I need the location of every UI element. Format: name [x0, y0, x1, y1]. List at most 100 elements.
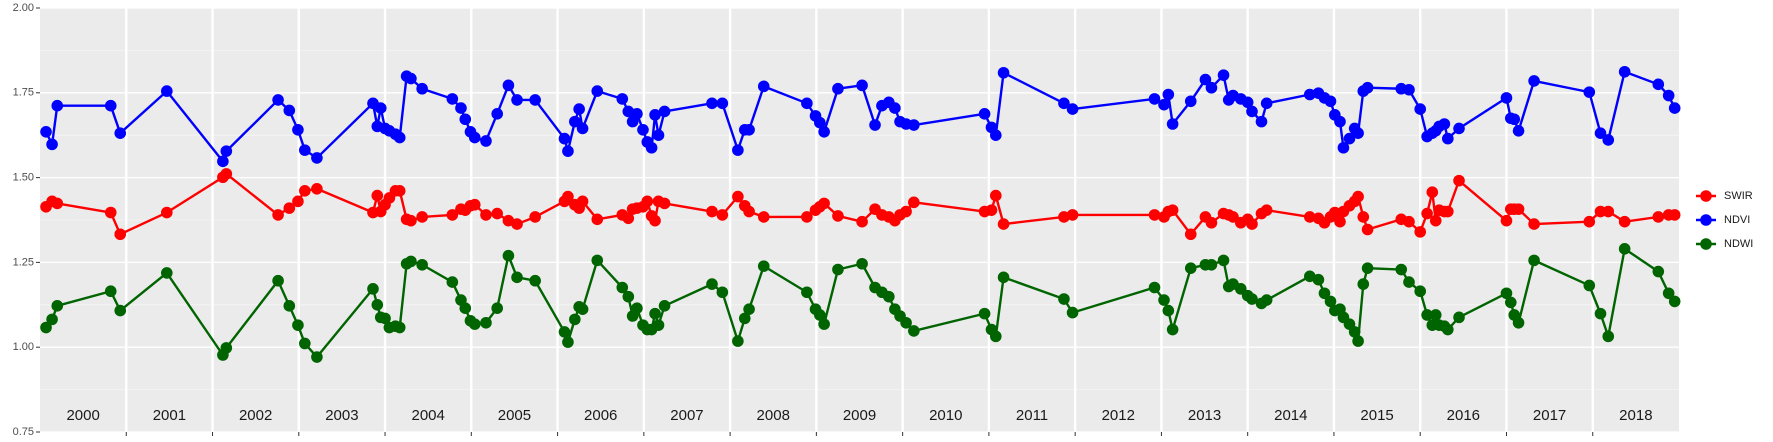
series-point [856, 79, 868, 92]
series-point [1246, 218, 1258, 230]
series-point [706, 97, 718, 110]
series-point [468, 198, 481, 211]
series-point [1429, 309, 1442, 321]
series-point [292, 195, 304, 208]
series-point [1337, 141, 1350, 154]
y-tick-label: 0.75 [13, 426, 34, 438]
legend-swatch [1700, 190, 1712, 202]
series-point [818, 197, 830, 210]
series-point [997, 271, 1010, 284]
series-point [1184, 95, 1197, 108]
series-point [716, 286, 729, 299]
series-point [455, 102, 467, 114]
series-point [1205, 216, 1218, 229]
series-point [104, 206, 117, 219]
series-point [562, 145, 574, 157]
y-tick-label: 2.00 [13, 2, 34, 14]
year-label: 2011 [1016, 407, 1048, 424]
series-point [757, 80, 770, 93]
series-point [1184, 262, 1197, 274]
year-label: 2014 [1274, 407, 1307, 424]
series-point [405, 255, 417, 268]
series-point [641, 195, 654, 208]
series-point [40, 126, 52, 138]
series-point [468, 318, 481, 330]
series-point [1453, 122, 1465, 135]
series-point [1303, 88, 1316, 101]
series-point [511, 271, 523, 284]
series-point [616, 281, 629, 294]
series-point [1426, 186, 1439, 198]
series-point [558, 132, 571, 145]
y-tick-label: 1.50 [13, 172, 34, 184]
series-point [631, 302, 643, 314]
series-point [393, 185, 406, 197]
series-point [405, 72, 417, 85]
series-point [1429, 214, 1442, 227]
series-point [1528, 218, 1540, 230]
series-point [299, 337, 311, 350]
series-point [114, 228, 127, 241]
series-point [374, 102, 387, 114]
series-point [529, 94, 541, 106]
series-point [1618, 243, 1631, 255]
legend-swatch [1700, 214, 1712, 226]
year-label: 2013 [1188, 407, 1221, 424]
series-point [1162, 88, 1175, 101]
series-point [1066, 103, 1079, 115]
series-point [491, 302, 503, 314]
series-point [1583, 279, 1596, 292]
series-point [997, 218, 1010, 230]
series-point [616, 93, 629, 105]
series-point [622, 290, 635, 303]
series-point [311, 351, 323, 363]
series-point [832, 82, 844, 95]
series-point [1255, 115, 1268, 128]
series-point [1453, 311, 1465, 324]
series-point [1357, 278, 1370, 290]
series-point [393, 321, 406, 334]
year-label: 2006 [584, 407, 617, 424]
year-label: 2016 [1447, 407, 1480, 424]
series-point [1066, 306, 1079, 319]
series-point [558, 326, 571, 338]
series-point [1512, 124, 1525, 137]
series-point [416, 258, 428, 271]
series-point [706, 278, 718, 290]
series-point [732, 144, 744, 156]
series-point [1066, 209, 1079, 221]
y-tick-label: 1.00 [13, 341, 34, 353]
series-point [491, 207, 503, 220]
series-point [1352, 127, 1364, 139]
series-point [272, 274, 284, 287]
series-point [743, 205, 755, 218]
series-point [1318, 287, 1331, 300]
series-point [732, 335, 744, 347]
series-point [299, 144, 311, 156]
series-point [502, 249, 515, 262]
series-point [1668, 209, 1681, 221]
series-point [1403, 276, 1415, 288]
year-label: 2004 [411, 407, 444, 424]
series-point [562, 190, 574, 203]
series-point [1361, 81, 1374, 94]
y-tick-label: 1.25 [13, 256, 34, 268]
series-point [416, 82, 428, 95]
series-point [716, 97, 729, 110]
series-point [1512, 316, 1525, 329]
legend-label: NDWI [1724, 238, 1753, 250]
series-point [900, 316, 912, 329]
series-point [1148, 281, 1161, 294]
series-point [51, 197, 64, 210]
series-point [1438, 118, 1451, 130]
series-point [1361, 262, 1374, 274]
series-point [1508, 113, 1521, 126]
series-point [480, 316, 492, 329]
y-tick-label: 1.75 [13, 87, 34, 99]
series-point [1334, 215, 1346, 228]
year-label: 2005 [498, 407, 531, 424]
series-point [311, 152, 323, 164]
series-point [814, 116, 826, 129]
series-point [299, 185, 311, 197]
